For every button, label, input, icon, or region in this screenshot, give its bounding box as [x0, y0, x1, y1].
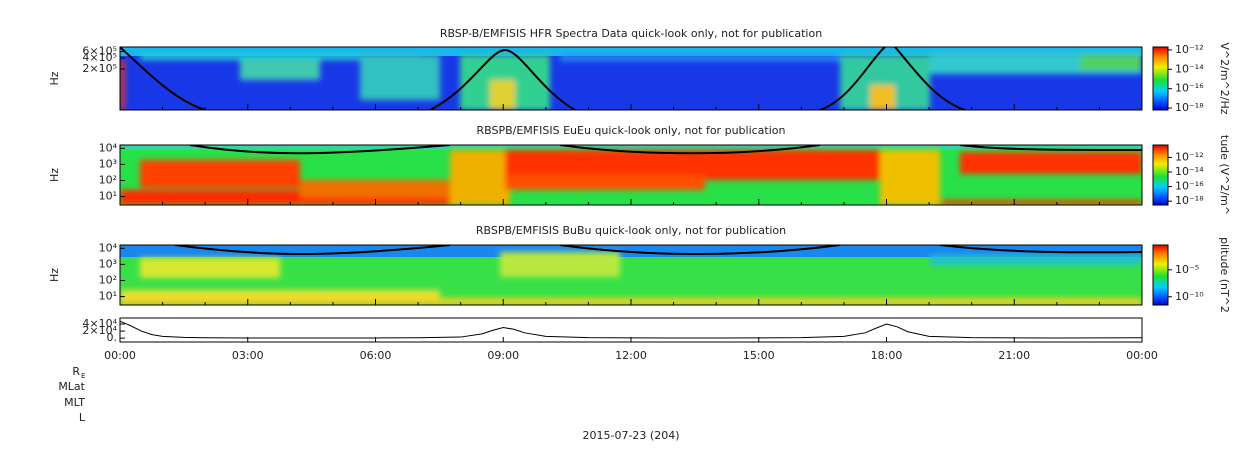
colorbar-tick-label: 10⁻¹⁴ — [1175, 165, 1204, 178]
colorbar-label: plitude (nT^2 — [1218, 237, 1231, 313]
x-tick-label: 09:00 — [487, 349, 519, 362]
y-tick-label: 2×10⁵ — [82, 62, 117, 75]
y-tick-label: 10¹ — [99, 190, 117, 203]
x-tick-label: 03:00 — [232, 349, 264, 362]
colorbar-tick-label: 10⁻¹⁸ — [1175, 101, 1204, 114]
x-tick-label: 21:00 — [998, 349, 1030, 362]
spectrogram-image — [120, 245, 1142, 305]
colorbar-tick-label: 10⁻¹² — [1175, 43, 1204, 56]
y-tick-label: 4×10⁴ — [82, 317, 117, 330]
y-axis-label: Hz — [48, 268, 61, 282]
colorbar-tick-label: 10⁻¹² — [1175, 150, 1204, 163]
spectrogram-image — [120, 47, 1142, 110]
colorbar-tick-label: 10⁻¹⁶ — [1175, 180, 1204, 193]
x-axis-label: 2015-07-23 (204) — [582, 429, 679, 442]
y-tick-label: 10³ — [99, 257, 117, 270]
panel-title: RBSP-B/EMFISIS HFR Spectra Data quick-lo… — [440, 27, 822, 40]
x-tick-label: 00:00 — [1126, 349, 1158, 362]
ephemeris-label: MLat — [58, 380, 85, 393]
y-tick-label: 10⁴ — [99, 241, 118, 254]
ephemeris-subscript: E — [81, 372, 85, 380]
panel-title: RBSPB/EMFISIS EuEu quick-look only, not … — [476, 124, 785, 137]
x-tick-label: 15:00 — [743, 349, 775, 362]
x-tick-label: 06:00 — [360, 349, 392, 362]
ephemeris-label: MLT — [64, 396, 85, 409]
colorbar — [1152, 46, 1169, 111]
panel-title: RBSPB/EMFISIS BuBu quick-look only, not … — [476, 224, 786, 237]
colorbar-tick-label: 10⁻⁵ — [1175, 263, 1199, 276]
ephemeris-label: L — [79, 411, 86, 424]
y-tick-label: 0. — [107, 331, 118, 344]
colorbar — [1152, 144, 1169, 206]
y-axis-label: Hz — [48, 168, 61, 182]
line-series — [119, 320, 1143, 339]
colorbar-label: tude (V^2/m^ — [1218, 135, 1231, 215]
y-tick-label: 2×10⁴ — [82, 324, 117, 337]
y-tick-label: 10² — [99, 273, 117, 286]
y-tick-label: 6×10⁵ — [82, 45, 117, 58]
colorbar-tick-label: 10⁻¹⁸ — [1175, 194, 1204, 207]
colorbar-tick-label: 10⁻¹⁰ — [1175, 290, 1204, 303]
x-tick-label: 18:00 — [871, 349, 903, 362]
y-axis-label: Hz — [48, 71, 61, 85]
y-tick-label: 10⁴ — [99, 141, 118, 154]
y-tick-label: 10¹ — [99, 290, 117, 303]
colorbar — [1152, 244, 1169, 306]
colorbar-label: V^2/m^2/Hz — [1218, 42, 1231, 114]
y-tick-label: 10² — [99, 173, 117, 186]
y-tick-label: 10³ — [99, 157, 117, 170]
spectrogram-image — [120, 145, 1142, 205]
y-tick-label: 4×10⁵ — [82, 51, 117, 64]
x-tick-label: 00:00 — [104, 349, 136, 362]
ephemeris-label: R — [72, 365, 80, 378]
colorbar-tick-label: 10⁻¹⁶ — [1175, 82, 1204, 95]
colorbar-tick-label: 10⁻¹⁴ — [1175, 62, 1204, 75]
x-tick-label: 12:00 — [615, 349, 647, 362]
